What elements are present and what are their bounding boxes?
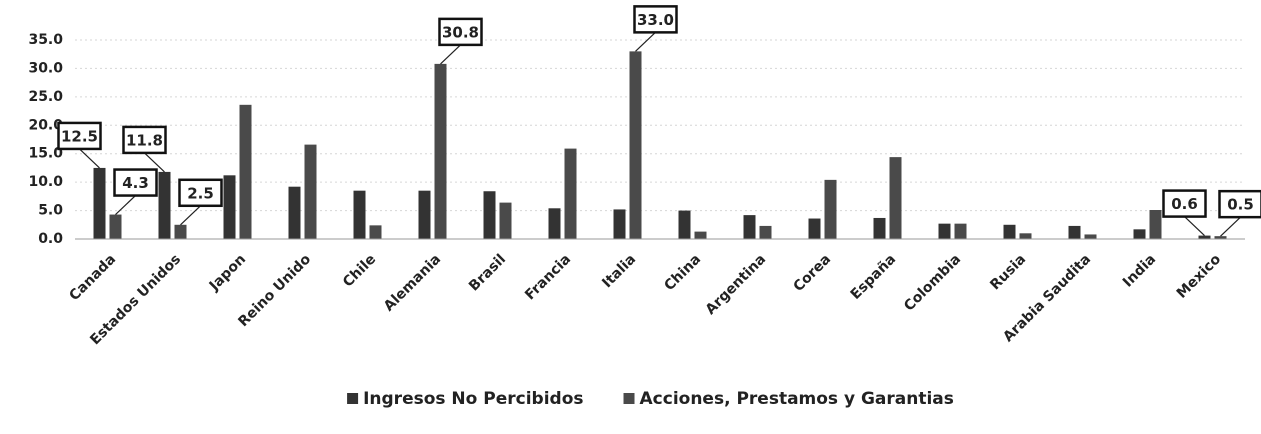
x-tick-label: China — [661, 251, 704, 294]
bar — [353, 190, 366, 239]
bar — [743, 215, 756, 239]
bar — [239, 104, 252, 240]
bar — [889, 157, 902, 239]
value-label: 30.8 — [442, 23, 479, 41]
bar — [369, 225, 382, 239]
value-label: 2.5 — [187, 184, 214, 202]
bar — [304, 144, 317, 239]
x-tick-label: Mexico — [1174, 251, 1225, 302]
x-tick-label: España — [848, 251, 899, 302]
legend: Ingresos No Percibidos Acciones, Prestamo… — [347, 389, 954, 409]
y-tick-label: 15.0 — [28, 146, 63, 162]
value-label: 33.0 — [637, 11, 674, 29]
value-label-box — [1162, 189, 1207, 218]
x-tick-label: Argentina — [703, 251, 770, 318]
bar — [1214, 236, 1227, 239]
leader-line — [1220, 216, 1241, 237]
value-label-box — [57, 121, 102, 151]
x-tick-label: India — [1120, 251, 1159, 290]
x-tick-label: Colombia — [901, 251, 964, 314]
legend-swatch — [347, 393, 359, 404]
leader-line — [79, 148, 100, 169]
leader-line — [1184, 216, 1205, 237]
y-tick-label: 5.0 — [38, 203, 63, 219]
bar — [548, 208, 561, 239]
bar — [434, 63, 447, 239]
bar — [288, 186, 301, 239]
bar — [938, 223, 951, 239]
y-tick-label: 25.0 — [28, 89, 63, 105]
bar — [759, 225, 772, 239]
bar — [483, 191, 496, 239]
bar — [1149, 210, 1162, 239]
value-label-box — [113, 168, 158, 197]
bar — [678, 210, 691, 239]
bar — [1003, 224, 1016, 239]
legend-swatch — [623, 393, 635, 404]
x-tick-label: Brasil — [466, 251, 509, 294]
legend-label: Acciones, Prestamos y Garantias — [640, 389, 954, 409]
x-tick-label: Japon — [206, 251, 249, 294]
legend-label: Ingresos No Percibidos — [363, 389, 583, 409]
bar — [1019, 233, 1032, 239]
y-tick-label: 35.0 — [28, 32, 63, 48]
value-label: 11.8 — [126, 131, 163, 149]
value-label-box — [178, 178, 223, 208]
x-tick-label: Rusia — [987, 251, 1029, 293]
leader-line — [144, 152, 165, 173]
leader-line — [180, 205, 201, 226]
bar — [808, 218, 821, 239]
bar — [499, 202, 512, 239]
value-label: 0.6 — [1171, 195, 1198, 213]
bar — [873, 217, 886, 239]
value-label-box — [633, 5, 678, 34]
value-label-box — [438, 17, 483, 47]
bar — [1084, 234, 1097, 239]
bar — [824, 179, 837, 239]
y-tick-label: 10.0 — [28, 174, 63, 190]
bar — [93, 167, 106, 239]
x-tick-label: Corea — [790, 251, 834, 295]
leader-line — [635, 31, 656, 52]
bar — [158, 171, 171, 239]
bar — [109, 214, 122, 239]
value-label-box — [1218, 189, 1261, 219]
bar — [613, 209, 626, 239]
value-label: 12.5 — [61, 127, 98, 145]
x-tick-label: Italia — [599, 251, 639, 291]
bar — [629, 51, 642, 239]
leader-line — [440, 44, 461, 65]
y-tick-label: 0.0 — [38, 231, 63, 247]
y-tick-label: 20.0 — [28, 117, 63, 133]
x-tick-label: Canada — [66, 251, 119, 304]
x-tick-label: Chile — [340, 251, 379, 290]
bar — [564, 148, 577, 239]
bar — [223, 175, 236, 239]
bar — [174, 224, 187, 239]
bar — [1133, 229, 1146, 239]
y-tick-label: 30.0 — [28, 60, 63, 76]
bar — [954, 223, 967, 239]
bar — [1198, 235, 1211, 239]
x-tick-label: Alemania — [381, 251, 444, 314]
bar — [694, 231, 707, 239]
x-tick-label: Francia — [522, 251, 574, 303]
value-label: 4.3 — [122, 174, 149, 192]
bar — [418, 190, 431, 239]
value-label-box — [122, 125, 167, 155]
leader-line — [115, 195, 136, 215]
bar — [1068, 225, 1081, 239]
value-label: 0.5 — [1227, 196, 1254, 214]
